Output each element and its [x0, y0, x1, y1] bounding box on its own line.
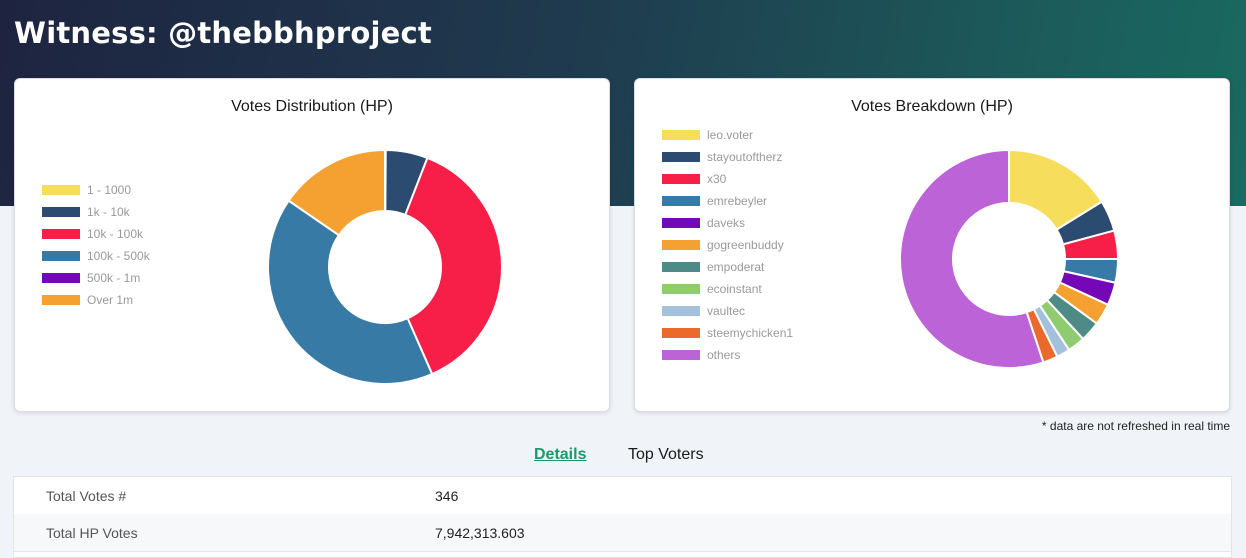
- legend-label: Over 1m: [87, 293, 134, 307]
- slice-others[interactable]: [899, 149, 1045, 369]
- legend-item-steemychicken1[interactable]: steemychicken1: [662, 322, 793, 344]
- refresh-note: * data are not refreshed in real time: [1041, 419, 1230, 433]
- legend-item-empoderat[interactable]: empoderat: [662, 256, 793, 278]
- legend-item-over-1m[interactable]: Over 1m: [42, 289, 150, 311]
- chart-title: Votes Distribution (HP): [231, 98, 393, 115]
- legend-swatch: [662, 240, 700, 250]
- legend-label: 100k - 500k: [87, 249, 150, 263]
- legend-item-vaultec[interactable]: vaultec: [662, 300, 793, 322]
- legend-item-100k-500k[interactable]: 100k - 500k: [42, 245, 150, 267]
- row-label: Total HP Votes: [46, 525, 138, 541]
- legend-label: 10k - 100k: [87, 227, 144, 241]
- votes-distribution-donut: [267, 149, 503, 385]
- legend-item-daveks[interactable]: daveks: [662, 212, 793, 234]
- legend-swatch: [42, 295, 80, 305]
- legend-swatch: [42, 185, 80, 195]
- chart-legend: leo.voter stayoutoftherz x30 emrebeyler dave…: [662, 124, 793, 366]
- legend-item-1-1000[interactable]: 1 - 1000: [42, 179, 150, 201]
- page-title: Witness: @thebbhproject: [14, 16, 432, 50]
- votes-breakdown-card: Votes Breakdown (HP) leo.voter stayoutoft…: [634, 78, 1230, 412]
- legend-item-1k-10k[interactable]: 1k - 10k: [42, 201, 150, 223]
- legend-swatch: [662, 174, 700, 184]
- legend-swatch: [662, 350, 700, 360]
- row-value: 7,942,313.603: [435, 525, 525, 541]
- legend-swatch: [42, 229, 80, 239]
- legend-item-emrebeyler[interactable]: emrebeyler: [662, 190, 793, 212]
- tab-bar: Details Top Voters: [0, 446, 1246, 468]
- legend-label: others: [707, 348, 741, 362]
- tab-top-voters[interactable]: Top Voters: [628, 446, 704, 463]
- slice-100k-500k[interactable]: [267, 199, 434, 385]
- chart-title: Votes Breakdown (HP): [851, 98, 1013, 115]
- legend-swatch: [42, 251, 80, 261]
- slice-10k-100k[interactable]: [403, 156, 503, 376]
- row-value: 346: [435, 488, 459, 504]
- table-row: Total Votes # 346: [14, 477, 1231, 515]
- legend-item-others[interactable]: others: [662, 344, 793, 366]
- legend-label: gogreenbuddy: [707, 238, 784, 252]
- legend-label: ecoinstant: [707, 282, 762, 296]
- legend-item-stayoutoftherz[interactable]: stayoutoftherz: [662, 146, 793, 168]
- table-row: Total HP Votes 7,942,313.603: [14, 514, 1231, 552]
- tab-details[interactable]: Details: [534, 446, 587, 463]
- legend-label: steemychicken1: [707, 326, 794, 340]
- legend-swatch: [662, 306, 700, 316]
- legend-swatch: [662, 218, 700, 228]
- legend-label: 500k - 1m: [87, 271, 141, 285]
- legend-label: 1k - 10k: [87, 205, 130, 219]
- legend-label: empoderat: [707, 260, 765, 274]
- legend-item-ecoinstant[interactable]: ecoinstant: [662, 278, 793, 300]
- legend-label: stayoutoftherz: [707, 150, 783, 164]
- legend-swatch: [662, 328, 700, 338]
- slice-over-1m[interactable]: [287, 149, 386, 237]
- votes-breakdown-donut: [899, 149, 1119, 369]
- legend-label: leo.voter: [707, 128, 754, 142]
- votes-distribution-card: Votes Distribution (HP) 1 - 1000 1k - 10k…: [14, 78, 610, 412]
- legend-swatch: [42, 273, 80, 283]
- details-table: Total Votes # 346 Total HP Votes 7,942,3…: [13, 476, 1232, 558]
- legend-item-x30[interactable]: x30: [662, 168, 793, 190]
- legend-item-gogreenbuddy[interactable]: gogreenbuddy: [662, 234, 793, 256]
- legend-swatch: [662, 130, 700, 140]
- legend-swatch: [42, 207, 80, 217]
- row-label: Total Votes #: [46, 488, 127, 504]
- legend-swatch: [662, 152, 700, 162]
- legend-swatch: [662, 196, 700, 206]
- legend-label: x30: [707, 172, 727, 186]
- legend-item-500k-1m[interactable]: 500k - 1m: [42, 267, 150, 289]
- legend-swatch: [662, 284, 700, 294]
- legend-swatch: [662, 262, 700, 272]
- legend-label: 1 - 1000: [87, 183, 132, 197]
- chart-legend: 1 - 1000 1k - 10k 10k - 100k 100k - 500k 500…: [42, 179, 150, 311]
- legend-label: daveks: [707, 216, 746, 230]
- legend-item-10k-100k[interactable]: 10k - 100k: [42, 223, 150, 245]
- legend-label: emrebeyler: [707, 194, 768, 208]
- legend-label: vaultec: [707, 304, 746, 318]
- legend-item-leo-voter[interactable]: leo.voter: [662, 124, 793, 146]
